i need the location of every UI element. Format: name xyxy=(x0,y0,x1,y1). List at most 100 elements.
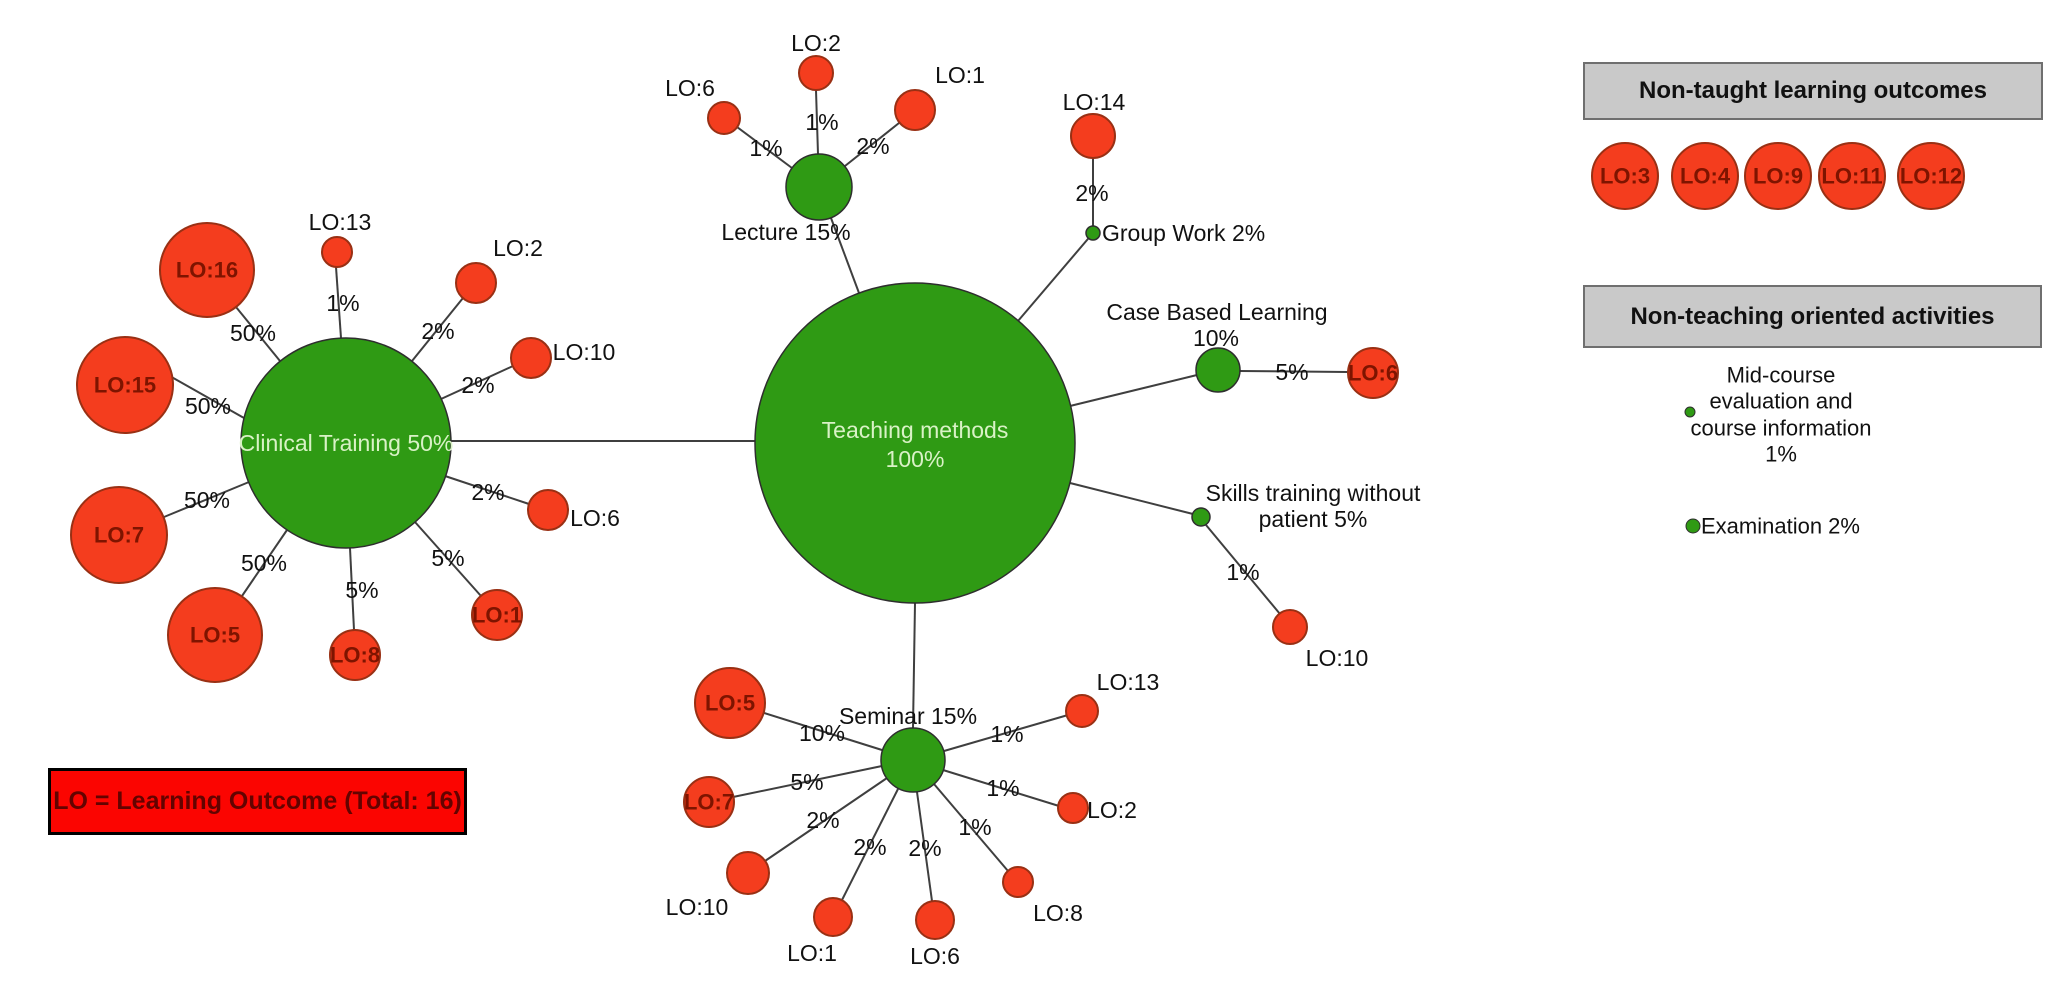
node-clinical-lo-1 xyxy=(471,589,523,641)
panel-title: Non-taught learning outcomes xyxy=(1639,77,1987,104)
edge-line xyxy=(830,217,860,294)
node-non-taught-lo-4 xyxy=(1671,142,1739,210)
node-non-taught-lo-11 xyxy=(1818,142,1886,210)
hub-node-group-work xyxy=(1085,225,1101,241)
hub-label-lecture: Lecture 15% xyxy=(721,219,850,245)
edge-line xyxy=(815,89,819,155)
edge-line xyxy=(335,266,342,339)
node-non-taught-lo-9 xyxy=(1744,142,1812,210)
node-seminar-lo-6-label: LO:6 xyxy=(910,943,960,969)
edge-line xyxy=(1239,370,1349,373)
hub-node-case-based-learning xyxy=(1195,347,1241,393)
edge-percentage-label: 1% xyxy=(1226,559,1259,585)
edge-percentage-label: 50% xyxy=(185,393,231,419)
node-seminar-lo-5 xyxy=(694,667,766,739)
node-seminar-lo-1 xyxy=(813,897,853,937)
edge-percentage-label: 2% xyxy=(908,835,941,861)
hub-node-clinical-training xyxy=(240,337,452,549)
edge-percentage-label: 2% xyxy=(856,133,889,159)
node-clinical-lo-16 xyxy=(159,222,255,318)
node-non-taught-lo-12-label: LO:12 xyxy=(1900,164,1962,189)
panel-title: Non-teaching oriented activities xyxy=(1630,302,1995,330)
hub-label-seminar: Seminar 15% xyxy=(839,703,977,729)
edge-line xyxy=(841,788,899,901)
legend-label: LO = Learning Outcome (Total: 16) xyxy=(53,787,462,815)
edge-line xyxy=(1205,524,1281,615)
edge-percentage-label: 5% xyxy=(345,577,378,603)
node-clinical-lo-6-label: LO:6 xyxy=(570,505,620,531)
edge-line xyxy=(235,306,281,362)
hub-label-teaching-methods: 100% xyxy=(886,446,945,472)
node-seminar-lo-6 xyxy=(915,900,955,940)
node-clinical-lo-13 xyxy=(321,236,353,268)
edge-percentage-label: 1% xyxy=(805,109,838,135)
edge-percentage-label: 2% xyxy=(471,479,504,505)
node-case-based-learning-lo-6-label: LO:6 xyxy=(1348,361,1398,386)
edge-percentage-label: 1% xyxy=(326,290,359,316)
edge-line xyxy=(942,769,1060,807)
edge-percentage-label: 5% xyxy=(790,769,823,795)
edge-percentage-label: 1% xyxy=(986,775,1019,801)
node-clinical-lo-1-label: LO:1 xyxy=(472,603,522,628)
node-seminar-lo-2 xyxy=(1057,792,1089,824)
node-seminar-lo-13-label: LO:13 xyxy=(1097,669,1160,695)
hub-label-skills-training: Skills training without xyxy=(1206,480,1421,506)
edge-line xyxy=(736,126,793,169)
node-clinical-lo-7-label: LO:7 xyxy=(94,523,144,548)
edge-line xyxy=(241,529,288,597)
edge-percentage-label: 5% xyxy=(431,545,464,571)
hub-node-lecture xyxy=(785,153,853,221)
node-non-taught-lo-3 xyxy=(1591,142,1659,210)
node-non-taught-lo-4-label: LO:4 xyxy=(1680,164,1731,189)
label-examination: Examination 2% xyxy=(1701,514,1860,539)
edge-percentage-label: 2% xyxy=(421,318,454,344)
edge-line xyxy=(349,547,355,631)
node-skills-training-lo-10 xyxy=(1272,609,1308,645)
node-clinical-lo-13-label: LO:13 xyxy=(309,209,372,235)
dot-examination xyxy=(1685,518,1701,534)
edge-line xyxy=(167,374,245,419)
node-seminar-lo-13 xyxy=(1065,694,1099,728)
node-lecture-lo-1-label: LO:1 xyxy=(935,62,985,88)
node-seminar-lo-8 xyxy=(1002,866,1034,898)
edge-line xyxy=(444,475,530,505)
node-seminar-lo-8-label: LO:8 xyxy=(1033,900,1083,926)
node-lecture-lo-1 xyxy=(894,89,936,131)
node-seminar-lo-5-label: LO:5 xyxy=(705,691,755,716)
panel-header-non-teaching-oriented-activities: Non-teaching oriented activities xyxy=(1583,285,2042,348)
node-group-work-lo-14-label: LO:14 xyxy=(1063,89,1126,115)
node-seminar-lo-2-label: LO:2 xyxy=(1087,797,1137,823)
edge-percentage-label: 2% xyxy=(806,807,839,833)
edge-line xyxy=(732,765,883,798)
hub-label-clinical-training: Clinical Training 50% xyxy=(239,430,454,456)
node-clinical-lo-10 xyxy=(510,337,552,379)
edge-line xyxy=(163,481,250,518)
node-lecture-lo-6-label: LO:6 xyxy=(665,75,715,101)
node-non-taught-lo-3-label: LO:3 xyxy=(1600,164,1650,189)
node-seminar-lo-10 xyxy=(726,851,770,895)
node-group-work-lo-14 xyxy=(1070,113,1116,159)
edge-line xyxy=(1017,232,1094,322)
edge-percentage-label: 50% xyxy=(184,487,230,513)
node-clinical-lo-15 xyxy=(76,336,174,434)
edge-percentage-label: 50% xyxy=(230,320,276,346)
node-clinical-lo-2-label: LO:2 xyxy=(493,235,543,261)
node-case-based-learning-lo-6 xyxy=(1347,347,1399,399)
node-seminar-lo-7-label: LO:7 xyxy=(684,790,734,815)
node-skills-training-lo-10-label: LO:10 xyxy=(1306,645,1369,671)
hub-label-skills-training: patient 5% xyxy=(1259,506,1368,532)
edge-line xyxy=(844,122,900,167)
hub-label-teaching-methods: Teaching methods xyxy=(822,417,1009,443)
node-lecture-lo-6 xyxy=(707,101,741,135)
edge-line xyxy=(1069,374,1198,407)
hub-node-seminar xyxy=(880,727,946,793)
node-non-taught-lo-11-label: LO:11 xyxy=(1821,164,1882,189)
edge-line xyxy=(764,777,888,862)
node-lecture-lo-2 xyxy=(798,55,834,91)
node-clinical-lo-2 xyxy=(455,262,497,304)
node-clinical-lo-8 xyxy=(329,629,381,681)
node-clinical-lo-5 xyxy=(167,587,263,683)
edge-percentage-label: 2% xyxy=(1075,180,1108,206)
